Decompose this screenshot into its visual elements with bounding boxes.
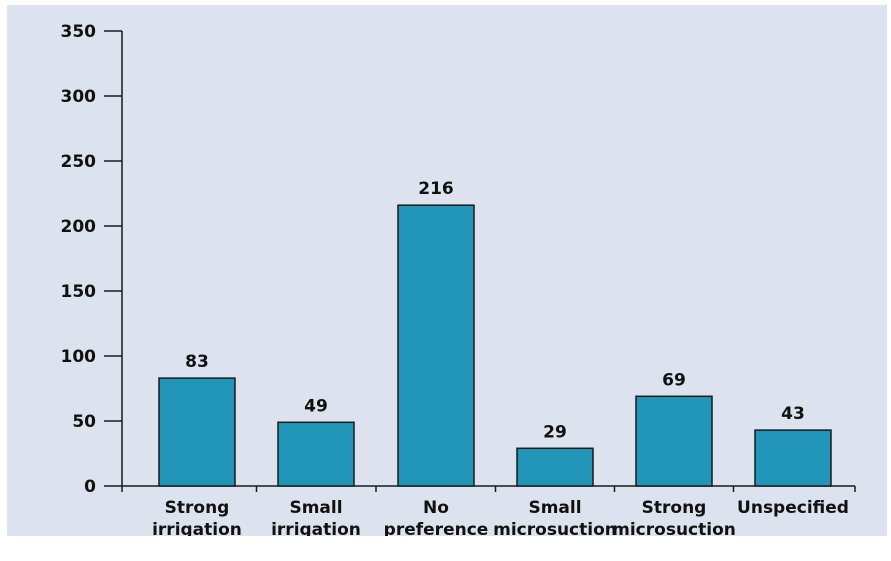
bar-1 [277,421,355,487]
labels: 0 50 100 150 200 250 300 350 83 Strong irrigation 4… [61,22,849,536]
bar-3 [516,447,594,487]
y-tick-label: 300 [61,87,97,107]
x-category-label-line: preference [384,520,489,536]
y-tick-label: 200 [61,217,97,237]
x-category-label-line: Unspecified [737,498,849,518]
data-label: 29 [543,422,567,442]
y-tick-label: 0 [84,477,96,497]
x-category-label: Unspecified [737,498,849,518]
bar-4 [635,395,713,487]
x-category-label-line: microsuction [493,520,617,536]
y-tick-label: 350 [61,22,97,42]
data-label: 49 [304,396,328,416]
y-tick-label: 50 [72,412,96,432]
data-label: 216 [418,179,454,199]
x-category-label-line: microsuction [612,520,736,536]
x-category-label-line: irrigation [271,520,361,536]
x-category-label: Small microsuction [493,498,617,536]
x-category-label-line: No [423,498,449,518]
bar-2 [397,204,475,487]
x-category-label: Strong irrigation [152,498,242,536]
y-tick-label: 250 [61,152,97,172]
x-category-label-line: irrigation [152,520,242,536]
axes [104,30,856,492]
bar-0 [158,377,236,487]
data-label: 69 [662,370,686,390]
data-label: 83 [185,352,209,372]
y-tick-label: 150 [61,282,97,302]
x-category-label-line: Small [289,498,342,518]
bars [158,204,832,487]
chart-panel: 0 50 100 150 200 250 300 350 83 Strong irrigation 4… [7,5,887,536]
data-label: 43 [781,404,805,424]
x-category-label: Strong microsuction [612,498,736,536]
x-category-label-line: Small [528,498,581,518]
x-category-label: Small irrigation [271,498,361,536]
y-tick-label: 100 [61,347,97,367]
x-category-label-line: Strong [642,498,707,518]
x-category-label-line: Strong [165,498,230,518]
bar-chart: 0 50 100 150 200 250 300 350 83 Strong irrigation 4… [61,22,856,536]
bar-5 [754,429,832,487]
x-category-label: No preference [384,498,489,536]
